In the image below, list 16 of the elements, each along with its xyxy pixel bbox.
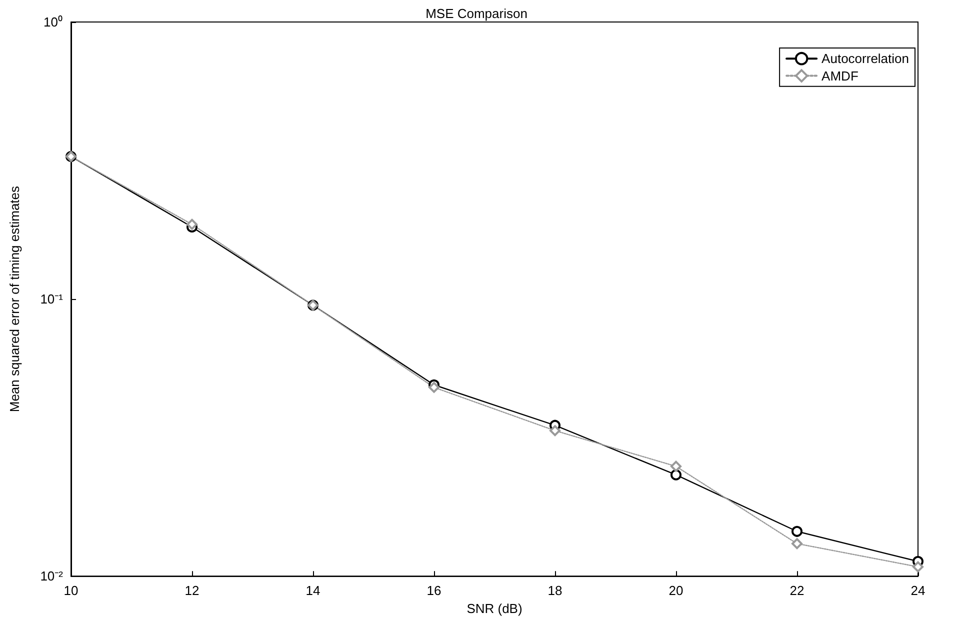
legend-label: Autocorrelation xyxy=(822,51,910,66)
legend-label: AMDF xyxy=(822,68,858,84)
x-tick-label: 24 xyxy=(910,583,926,598)
x-tick-label: 16 xyxy=(426,583,442,598)
x-tick-label: 10 xyxy=(64,583,78,598)
y-tick-label: 10⁻² xyxy=(40,568,64,584)
x-tick-label: 18 xyxy=(548,583,562,598)
y-tick-label: 10⁰ xyxy=(44,14,63,30)
x-axis-title: SNR (dB) xyxy=(466,601,522,616)
x-tick-label: 14 xyxy=(306,583,320,598)
y-axis-title: Mean squared error of timing estimates xyxy=(7,185,22,412)
chart-title: MSE Comparison xyxy=(426,6,528,21)
x-tick-label: 22 xyxy=(790,583,804,598)
y-tick-label: 10⁻¹ xyxy=(40,292,64,307)
x-tick-label: 20 xyxy=(668,583,684,598)
x-tick-label: 12 xyxy=(184,583,200,598)
